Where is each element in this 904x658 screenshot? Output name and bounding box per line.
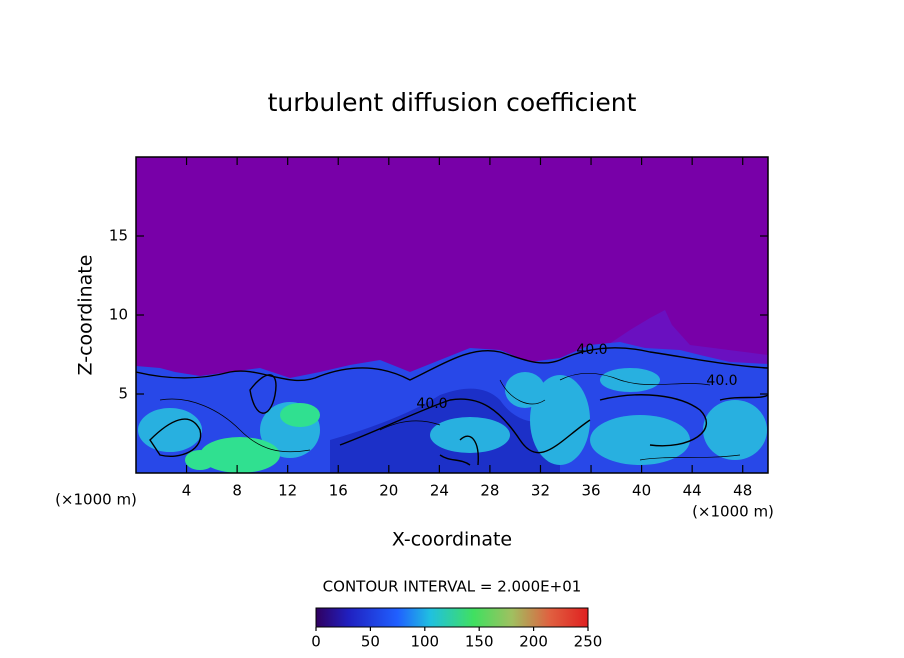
x-tick-label: 20: [379, 482, 398, 500]
colorbar-tick-label: 250: [574, 633, 603, 651]
y-tick-label: 10: [109, 306, 128, 324]
contour-field: [136, 157, 768, 473]
x-tick-label: 8: [232, 482, 242, 500]
x-tick-label: 28: [480, 482, 499, 500]
colorbar-tick-label: 50: [361, 633, 380, 651]
colorbar-tick-label: 150: [465, 633, 494, 651]
x-tick-label: 48: [733, 482, 752, 500]
chart-title: turbulent diffusion coefficient: [268, 88, 637, 117]
contour-label: 40.0: [416, 396, 447, 412]
y-tick-label: 5: [118, 385, 128, 403]
x-tick-label: 12: [278, 482, 297, 500]
x-unit-right: (×1000 m): [692, 503, 774, 521]
x-tick-label: 40: [632, 482, 651, 500]
y-tick-label: 15: [109, 227, 128, 245]
x-unit-left: (×1000 m): [55, 491, 137, 509]
contour-interval: CONTOUR INTERVAL = 2.000E+01: [323, 578, 582, 596]
x-tick-label: 16: [329, 482, 348, 500]
colorbar-tick-label: 200: [519, 633, 548, 651]
colorbar-tick-label: 100: [410, 633, 439, 651]
x-tick-label: 4: [182, 482, 192, 500]
contour-label: 40.0: [576, 342, 607, 358]
x-tick-label: 24: [430, 482, 449, 500]
y-axis-label: Z-coordinate: [75, 255, 97, 376]
contour-label: 40.0: [706, 373, 737, 389]
x-tick-label: 44: [683, 482, 702, 500]
colorbar-tick-label: 0: [311, 633, 321, 651]
x-axis-label: X-coordinate: [392, 529, 512, 551]
x-tick-label: 32: [531, 482, 550, 500]
x-tick-label: 36: [581, 482, 600, 500]
colorbar: [315, 607, 589, 628]
